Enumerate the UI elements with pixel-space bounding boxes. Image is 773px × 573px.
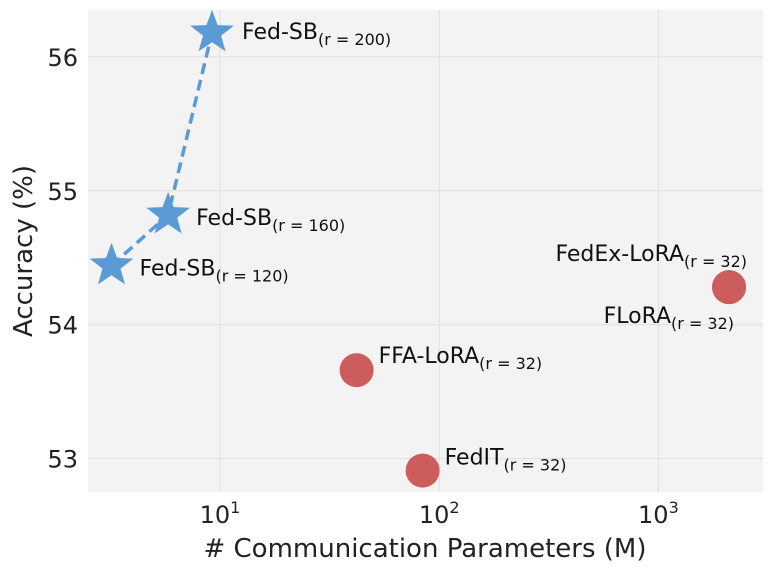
point-label: FLoRA(r = 32): [604, 304, 734, 333]
point-label: FedIT(r = 32): [445, 446, 567, 475]
x-tick-labels: 101 102 103: [200, 498, 679, 529]
y-tick-label: 53: [47, 446, 78, 474]
point-label: Fed-SB(r = 160): [196, 206, 345, 235]
point-labels: Fed-SB(r = 120) Fed-SB(r = 160) Fed-SB(r =…: [140, 20, 748, 475]
star-marker: [89, 242, 134, 285]
y-axis-title: Accuracy (%): [9, 165, 39, 337]
point-label: Fed-SB(r = 120): [140, 257, 289, 286]
x-tick-label: 101: [200, 498, 241, 529]
point-label: Fed-SB(r = 200): [242, 20, 391, 49]
y-tick-label: 54: [47, 312, 78, 340]
markers: [89, 9, 747, 488]
plot-area: [88, 10, 763, 492]
point-label: FFA-LoRA(r = 32): [379, 344, 543, 373]
circle-marker: [405, 453, 440, 488]
y-tick-labels: 53 54 55 56: [47, 44, 78, 474]
circle-marker: [339, 353, 374, 388]
y-tick-label: 55: [47, 178, 78, 206]
point-label: FedEx-LoRA(r = 32): [555, 242, 747, 271]
x-tick-label: 102: [419, 498, 460, 529]
x-axis-title: # Communication Parameters (M): [203, 534, 646, 564]
x-tick-label: 103: [638, 498, 679, 529]
y-tick-label: 56: [47, 44, 78, 72]
star-marker: [190, 9, 234, 52]
circle-marker: [712, 270, 747, 305]
star-marker: [146, 191, 190, 234]
